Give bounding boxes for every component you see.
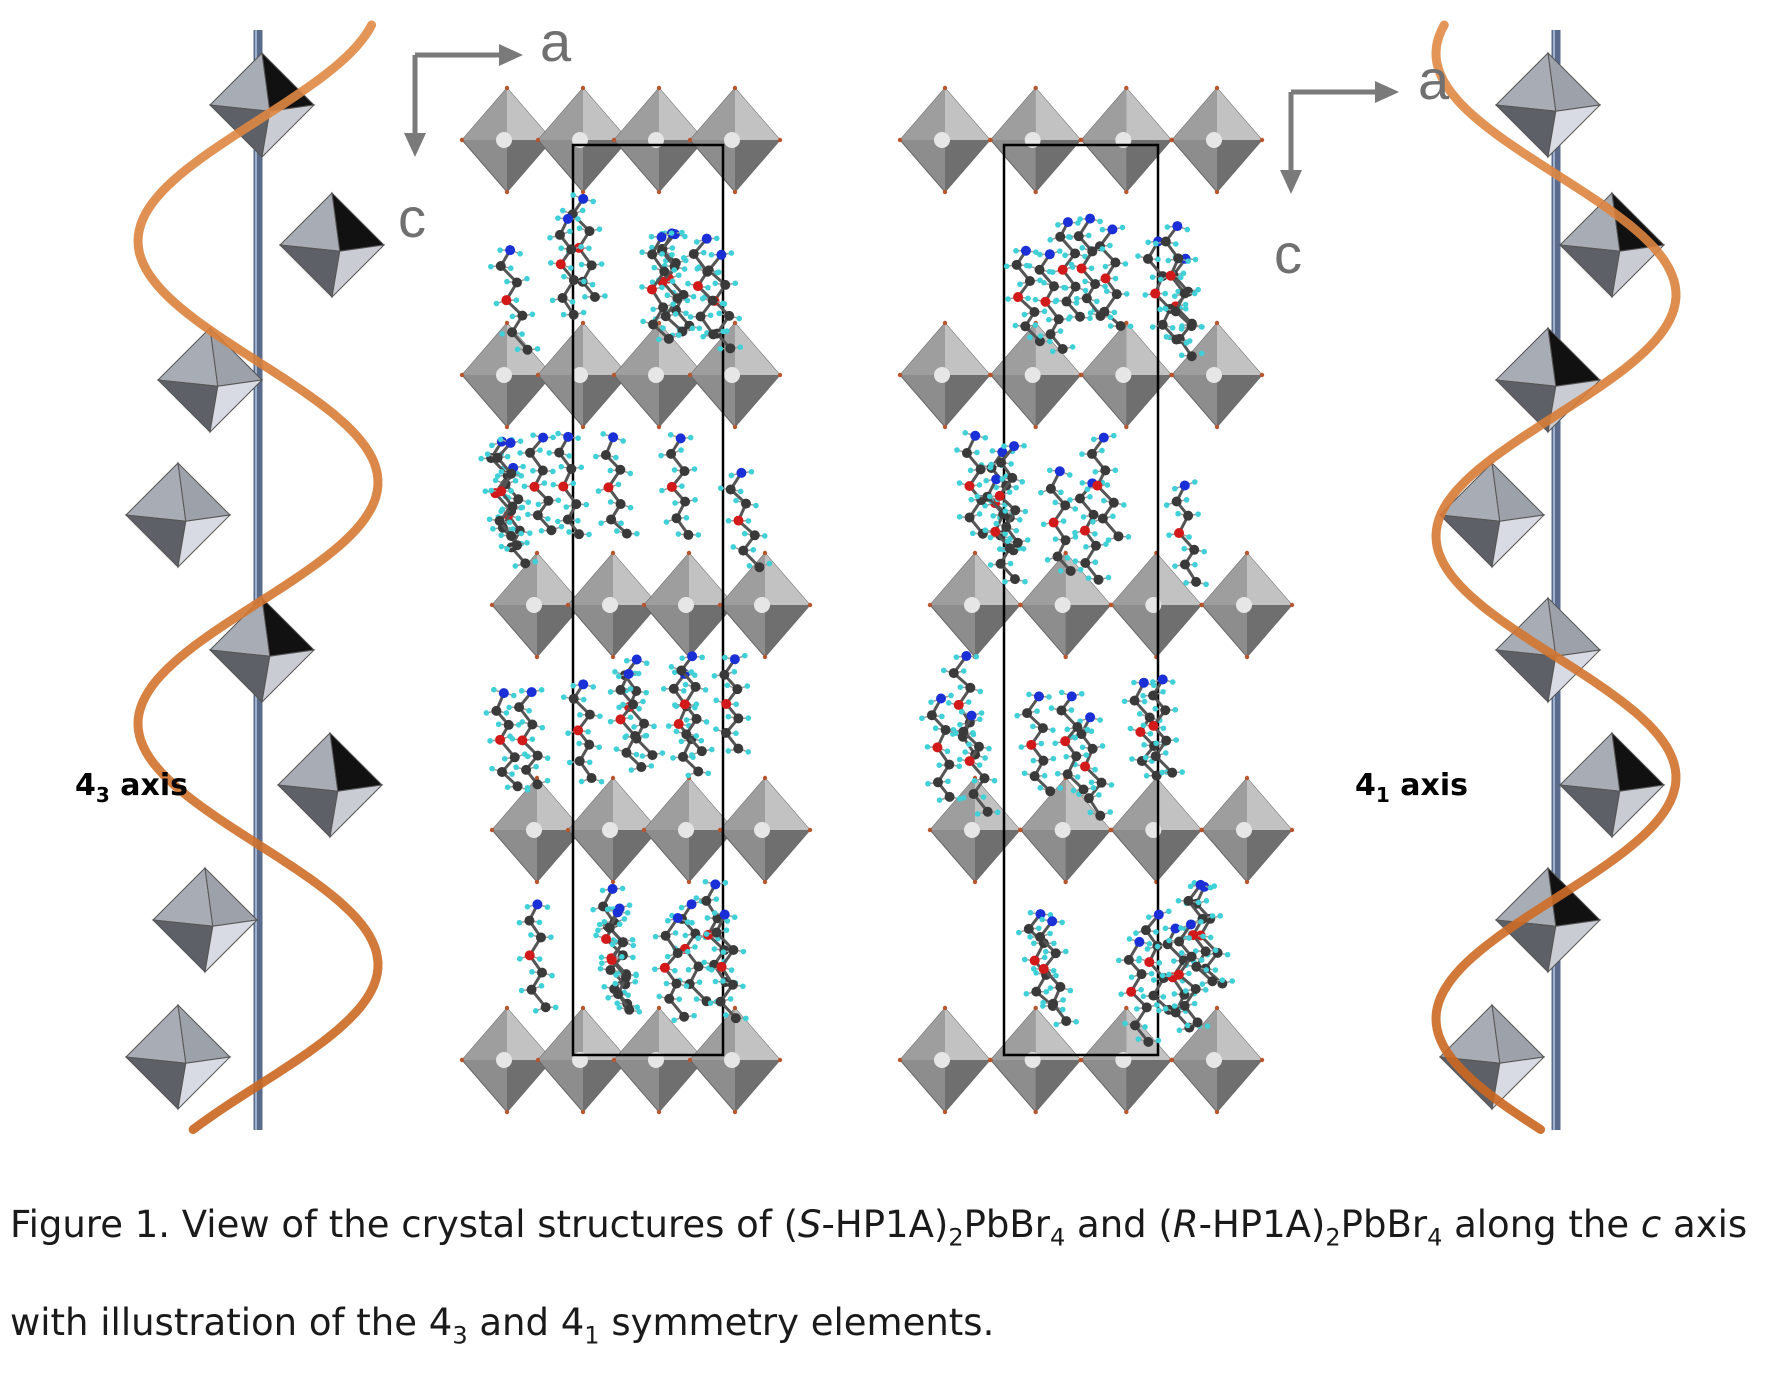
inorganic-layer-1 xyxy=(460,86,782,194)
octahedron-6 xyxy=(1560,733,1664,837)
left-screw-axis-4-3 xyxy=(126,25,384,1130)
octahedron-2 xyxy=(280,193,384,297)
pbbr6-octahedron xyxy=(1200,551,1294,659)
pbbr6-octahedron xyxy=(1109,551,1203,659)
inorganic-layer-4 xyxy=(490,776,812,884)
organic-cation xyxy=(954,430,995,539)
pbbr6-octahedron xyxy=(718,776,812,884)
pbbr6-octahedron xyxy=(1079,321,1173,429)
octahedron-4 xyxy=(126,463,230,567)
organic-cation xyxy=(517,899,559,1013)
pbbr6-octahedron xyxy=(1018,776,1112,884)
pbbr6-octahedron xyxy=(898,1006,992,1114)
organic-cation xyxy=(1016,909,1066,1012)
organic-cation xyxy=(658,432,701,540)
octahedron-5 xyxy=(210,598,314,702)
octahedron-8 xyxy=(126,1005,230,1109)
pbbr6-octahedron xyxy=(1079,86,1173,194)
right-c-direction-label: c xyxy=(1274,226,1302,282)
organic-cation xyxy=(919,693,962,803)
right-a-direction-label: a xyxy=(1418,52,1449,108)
organic-cation xyxy=(612,654,665,760)
pbbr6-octahedron xyxy=(928,551,1022,659)
organic-cation xyxy=(493,463,538,569)
inorganic-layer-1 xyxy=(898,86,1264,194)
organic-cation xyxy=(593,431,640,538)
crystal-structure-figure xyxy=(0,0,1770,1170)
inorganic-layer-3 xyxy=(928,551,1294,659)
left-c-direction-label: c xyxy=(398,190,426,246)
pbbr6-octahedron xyxy=(1170,86,1264,194)
pbbr6-octahedron xyxy=(1200,776,1294,884)
inorganic-layer-2 xyxy=(460,321,782,429)
inorganic-layer-4 xyxy=(928,776,1294,884)
pbbr6-octahedron xyxy=(898,86,992,194)
inorganic-layer-5 xyxy=(898,1006,1264,1114)
pbbr6-octahedron xyxy=(1109,776,1203,884)
octahedron-3 xyxy=(158,328,262,432)
left-axis-label: 43 axis xyxy=(75,768,188,807)
pbbr6-octahedron xyxy=(898,321,992,429)
inorganic-layer-2 xyxy=(898,321,1264,429)
figure-caption: Figure 1. View of the crystal structures… xyxy=(10,1182,1765,1379)
right-screw-axis-4-1 xyxy=(1436,25,1676,1130)
organic-cation xyxy=(1140,674,1185,777)
octahedron-4 xyxy=(1440,463,1544,567)
left-a-direction-label: a xyxy=(540,14,571,70)
pbbr6-octahedron xyxy=(988,86,1082,194)
left-crystal-structure-s-hp1a xyxy=(460,86,812,1114)
organic-cation xyxy=(712,653,752,755)
octahedron-7 xyxy=(153,868,257,972)
pbbr6-octahedron xyxy=(718,551,812,659)
organic-cation xyxy=(561,679,604,784)
organic-cation xyxy=(546,431,591,539)
right-axis-label: 41 axis xyxy=(1355,768,1468,807)
right-crystal-structure-r-hp1a xyxy=(898,86,1294,1114)
octahedron-6 xyxy=(278,733,382,837)
pbbr6-octahedron xyxy=(688,86,782,194)
right-axes-arrow xyxy=(1280,81,1399,194)
